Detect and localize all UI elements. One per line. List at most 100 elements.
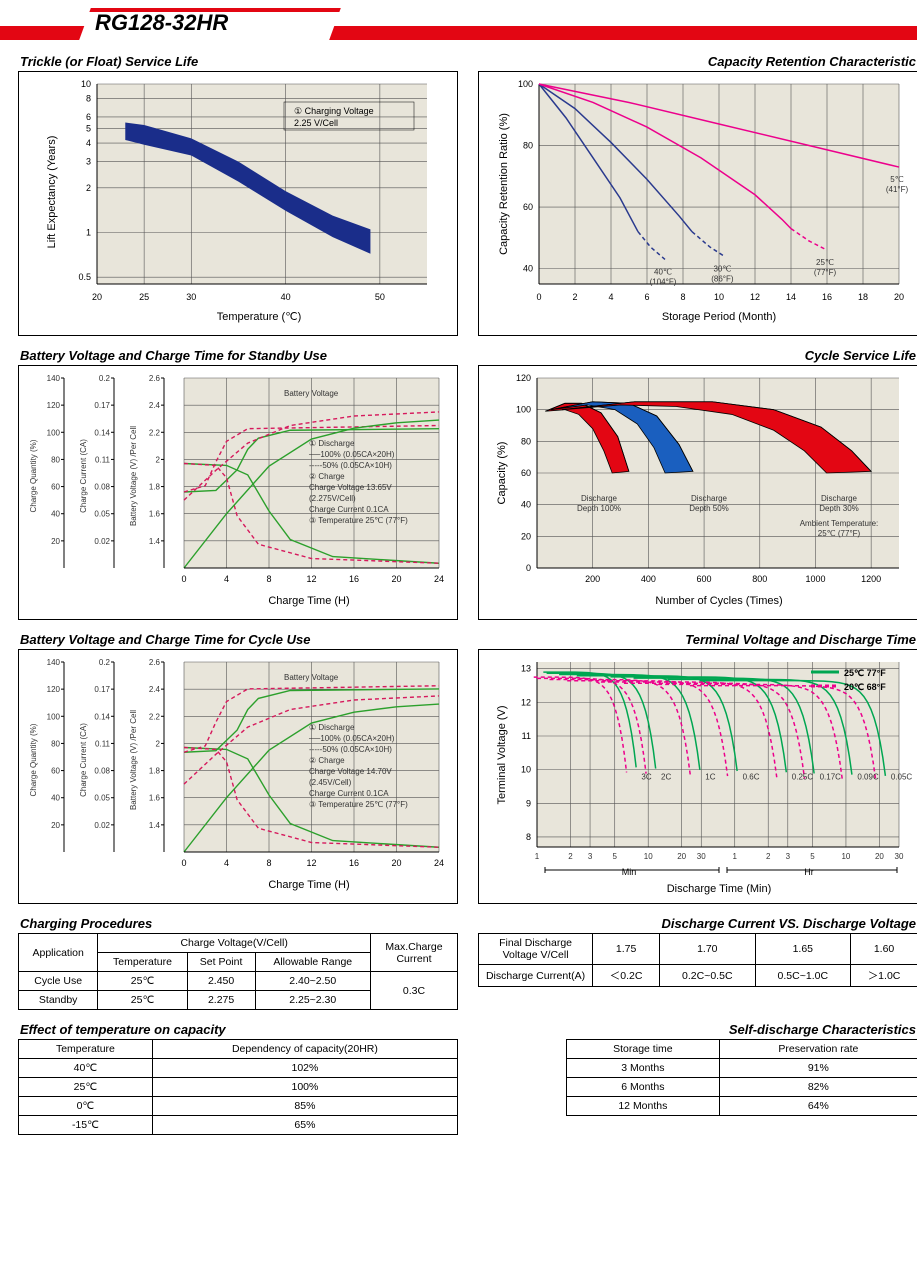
table-row: Discharge Current(A) ＜0.2C 0.2C~0.5C 0.5… [479,965,917,987]
table-row: Cycle Use 25℃ 2.450 2.40~2.50 0.3C [19,972,458,991]
svg-text:80: 80 [51,455,60,464]
svg-text:0.25C: 0.25C [792,773,814,782]
svg-text:200: 200 [585,574,600,584]
svg-text:14: 14 [786,292,796,302]
svg-text:10: 10 [81,79,91,89]
th-setpoint: Set Point [187,953,255,972]
svg-text:40℃: 40℃ [654,267,672,276]
svg-text:3C: 3C [641,773,651,782]
th-temp: Temperature [98,953,187,972]
svg-text:6: 6 [86,112,91,122]
svg-text:1.8: 1.8 [149,767,161,776]
svg-text:1000: 1000 [805,574,825,584]
svg-text:① Discharge: ① Discharge [309,439,355,448]
svg-text:2.6: 2.6 [149,374,161,383]
svg-text:1.4: 1.4 [149,821,161,830]
th-range: Allowable Range [255,953,370,972]
svg-text:1: 1 [535,852,540,861]
svg-text:Charge Quantity (%): Charge Quantity (%) [29,439,38,512]
svg-text:Battery Voltage (V) /Per Cell: Battery Voltage (V) /Per Cell [129,426,138,526]
svg-text:20℃ 68°F: 20℃ 68°F [844,682,886,692]
svg-text:80: 80 [523,141,533,151]
svg-text:120: 120 [47,685,61,694]
svg-text:4: 4 [224,574,229,584]
svg-text:4: 4 [608,292,613,302]
svg-text:400: 400 [641,574,656,584]
svg-text:0.17: 0.17 [94,685,110,694]
th-charge-voltage: Charge Voltage(V/Cell) [98,934,371,953]
svg-text:60: 60 [51,483,60,492]
svg-text:Charge Current (CA): Charge Current (CA) [79,439,88,513]
title-standby: Battery Voltage and Charge Time for Stan… [20,348,456,363]
svg-text:24: 24 [434,858,444,868]
svg-text:-----50% (0.05CA×10H): -----50% (0.05CA×10H) [309,461,392,470]
svg-text:2.6: 2.6 [149,658,161,667]
svg-text:12: 12 [306,574,316,584]
svg-text:0.05C: 0.05C [891,773,913,782]
svg-text:② Charge: ② Charge [309,756,345,765]
svg-text:2: 2 [568,852,573,861]
svg-text:Battery Voltage: Battery Voltage [284,673,339,682]
svg-text:Charge Voltage 13.65V: Charge Voltage 13.65V [309,483,392,492]
svg-text:0.2: 0.2 [99,658,111,667]
svg-text:(2.45V/Cell): (2.45V/Cell) [309,778,352,787]
svg-text:20: 20 [391,574,401,584]
svg-text:0.05: 0.05 [94,794,110,803]
model-number: RG128-32HR [95,10,228,36]
svg-text:120: 120 [516,373,531,383]
svg-text:24: 24 [434,574,444,584]
svg-text:30℃: 30℃ [713,264,731,273]
svg-text:③ Temperature 25℃ (77°F): ③ Temperature 25℃ (77°F) [309,800,408,809]
svg-text:20: 20 [92,292,102,302]
svg-text:10: 10 [714,292,724,302]
svg-text:20: 20 [677,852,686,861]
svg-text:2.25 V/Cell: 2.25 V/Cell [294,118,338,128]
self-discharge-table: Storage timePreservation rate 3 Months91… [566,1039,917,1116]
svg-text:100: 100 [47,428,61,437]
svg-text:0.02: 0.02 [94,821,110,830]
standby-xlabel: Charge Time (H) [268,595,349,607]
cycle-xlabel: Number of Cycles (Times) [655,595,782,607]
th-max-current: Max.Charge Current [370,934,457,972]
svg-text:2: 2 [156,739,161,748]
svg-text:10: 10 [644,852,653,861]
svg-text:40: 40 [521,500,531,510]
svg-text:2: 2 [572,292,577,302]
cycle-use-chart: 04812162024 Battery Voltage① Discharge──… [18,649,458,904]
svg-text:0.08: 0.08 [94,483,110,492]
svg-text:4: 4 [86,138,91,148]
header: RG128-32HR [0,8,917,44]
svg-text:9: 9 [526,798,531,808]
svg-text:18: 18 [858,292,868,302]
svg-text:(77°F): (77°F) [814,268,837,277]
table-row: 12 Months64% [567,1097,917,1116]
svg-text:50: 50 [375,292,385,302]
svg-text:25℃ 77°F: 25℃ 77°F [844,668,886,678]
svg-text:2.4: 2.4 [149,401,161,410]
term-ylabel: Terminal Voltage (V) [496,705,508,804]
cycle-ylabel: Capacity (%) [496,442,508,505]
svg-text:8: 8 [266,858,271,868]
svg-text:16: 16 [349,574,359,584]
svg-text:Battery Voltage: Battery Voltage [284,389,339,398]
svg-text:1.6: 1.6 [149,510,161,519]
svg-text:12: 12 [750,292,760,302]
svg-text:(2.275V/Cell): (2.275V/Cell) [309,494,356,503]
svg-text:25℃: 25℃ [816,258,834,267]
svg-text:① Charging Voltage: ① Charging Voltage [294,106,374,116]
table-row: 6 Months82% [567,1078,917,1097]
svg-text:30: 30 [895,852,904,861]
svg-text:0.02: 0.02 [94,537,110,546]
svg-text:0: 0 [181,858,186,868]
svg-text:0.09C: 0.09C [857,773,879,782]
svg-text:0.11: 0.11 [95,739,111,748]
th-application: Application [19,934,98,972]
table-row: 0℃85% [19,1097,458,1116]
svg-text:20: 20 [894,292,904,302]
capret-xlabel: Storage Period (Month) [662,311,776,323]
svg-text:20: 20 [391,858,401,868]
svg-text:600: 600 [697,574,712,584]
svg-text:1C: 1C [705,773,715,782]
svg-text:Depth 100%: Depth 100% [577,504,621,513]
svg-text:20: 20 [51,537,60,546]
